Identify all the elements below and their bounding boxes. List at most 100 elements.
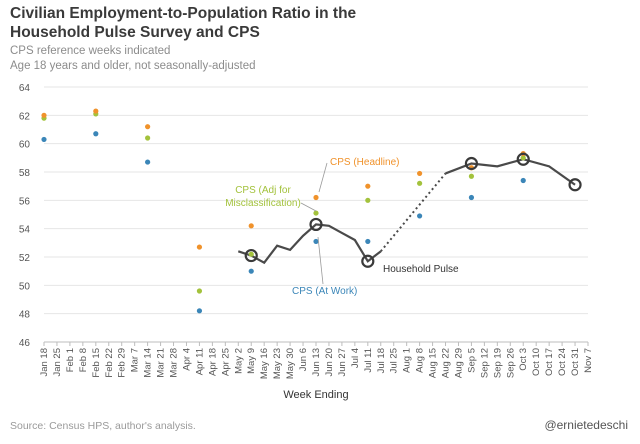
x-tick-label: Jan 25 (52, 348, 63, 377)
x-tick-label: May 30 (285, 348, 296, 379)
cps-adj-for-misclassification-point (248, 251, 254, 257)
y-tick-label: 62 (19, 111, 31, 122)
chart-subtitle-1: CPS reference weeks indicated (10, 45, 171, 57)
cps-headline-point (365, 183, 371, 189)
x-tick-label: Aug 15 (428, 348, 439, 378)
household-pulse-marker (361, 254, 375, 268)
x-tick-label: Aug 1 (402, 348, 413, 373)
x-tick-label: Jun 13 (311, 348, 322, 377)
cps-headline-point (196, 244, 203, 250)
x-tick-label: Feb 29 (117, 348, 128, 378)
x-tick-label: Jun 6 (298, 348, 309, 371)
x-tick-label: Mar 21 (156, 348, 167, 378)
x-tick-label: Mar 14 (143, 348, 154, 378)
x-tick-label: Apr 4 (181, 348, 192, 371)
x-tick-label: Mar 28 (169, 348, 180, 378)
x-tick-label: Oct 24 (557, 348, 568, 376)
annotation-cps-adj-line1: CPS (Adj for (235, 185, 291, 196)
x-tick-label: Aug 8 (415, 348, 426, 373)
x-tick-label: May 23 (272, 348, 283, 379)
chart-title: Civilian Employment-to-Population Ratio … (10, 5, 357, 41)
x-tick-label: Jun 20 (324, 348, 335, 377)
x-tick-label: May 2 (233, 348, 244, 374)
cps-headline-point (145, 124, 151, 130)
x-tick-label: Jun 27 (337, 348, 348, 377)
chart-subtitle-2: Age 18 years and older, not seasonally-a… (10, 60, 256, 72)
x-tick-label: Mar 7 (130, 348, 141, 372)
y-tick-label: 52 (19, 253, 31, 264)
cps-headline-point (313, 194, 319, 201)
cps-adj-for-misclassification-point (196, 288, 203, 294)
x-tick-label: May 16 (259, 348, 270, 379)
cps-adj-for-misclassification-point (468, 173, 475, 179)
x-tick-label: Apr 11 (194, 348, 205, 375)
y-tick-label: 60 (19, 140, 31, 151)
cps-adj-for-misclassification-point (365, 197, 371, 203)
annotation-cps-headline: CPS (Headline) (330, 157, 399, 168)
annotation-leader (317, 236, 324, 285)
y-tick-label: 54 (19, 225, 31, 236)
x-tick-label: Nov 7 (583, 348, 594, 373)
x-tick-label: May 9 (246, 348, 257, 374)
household-pulse-marker (516, 152, 530, 166)
y-tick-label: 58 (19, 168, 31, 179)
household-pulse-marker (464, 156, 479, 171)
cps-headline-point (41, 112, 47, 118)
cps-adj-for-misclassification-point (520, 155, 526, 161)
y-tick-label: 46 (19, 338, 31, 349)
x-tick-label: Feb 1 (65, 348, 76, 372)
annotation-leader (318, 162, 328, 193)
cps-at-work-point (41, 136, 47, 143)
x-tick-label: Jul 25 (389, 348, 400, 373)
x-tick-label: Sep 19 (492, 348, 503, 378)
household-pulse-line (237, 223, 382, 265)
cps-headline-point (417, 170, 423, 177)
x-tick-label: Feb 15 (91, 348, 102, 378)
x-tick-label: Oct 10 (531, 348, 542, 376)
annotation-cps-adj-line2: Misclassification) (225, 198, 301, 209)
x-tick-label: Oct 17 (544, 348, 555, 376)
annotation-cps-at-work: CPS (At Work) (292, 286, 357, 297)
annotation-household-pulse: Household Pulse (383, 264, 459, 275)
cps-at-work-point (196, 308, 203, 314)
x-tick-label: Aug 22 (441, 348, 452, 378)
source-note: Source: Census HPS, author's analysis. (10, 420, 196, 432)
household-pulse-marker (568, 178, 582, 192)
x-tick-label: Oct 3 (518, 348, 529, 371)
cps-at-work-point (313, 238, 319, 245)
x-tick-label: Sep 5 (466, 348, 477, 373)
x-tick-label: Apr 25 (220, 348, 231, 376)
y-tick-label: 48 (19, 310, 31, 321)
cps-adj-for-misclassification-point (417, 180, 423, 186)
x-tick-label: Apr 18 (207, 348, 218, 376)
x-tick-label: Aug 29 (453, 348, 464, 378)
cps-headline-point (93, 108, 99, 114)
household-pulse-gap-line (379, 172, 447, 252)
cps-headline-point (248, 223, 254, 229)
cps-at-work-point (520, 177, 526, 184)
x-tick-label: Feb 22 (104, 348, 115, 378)
cps-adj-for-misclassification-point (313, 210, 319, 216)
x-tick-label: Oct 31 (570, 348, 581, 376)
x-tick-label: Sep 12 (479, 348, 490, 378)
y-tick-label: 56 (19, 196, 31, 207)
cps-at-work-point (365, 238, 371, 245)
x-tick-label: Jul 11 (363, 348, 374, 373)
household-pulse-marker (244, 248, 258, 263)
author-handle: @ernietedeschi (544, 418, 628, 432)
x-tick-label: Jul 4 (350, 348, 361, 368)
cps-at-work-point (93, 131, 99, 137)
annotation-leader (300, 202, 317, 212)
x-tick-label: Jan 18 (39, 348, 50, 377)
cps-at-work-point (145, 159, 151, 165)
x-tick-label: Jul 18 (376, 348, 387, 373)
household-pulse-marker (309, 217, 323, 232)
y-tick-label: 50 (19, 281, 31, 292)
x-tick-label: Sep 26 (505, 348, 516, 378)
y-tick-label: 64 (19, 83, 31, 94)
cps-at-work-point (248, 268, 254, 274)
x-tick-label: Feb 8 (78, 348, 89, 372)
x-axis-title: Week Ending (283, 389, 348, 401)
cps-adj-for-misclassification-point (145, 135, 151, 141)
